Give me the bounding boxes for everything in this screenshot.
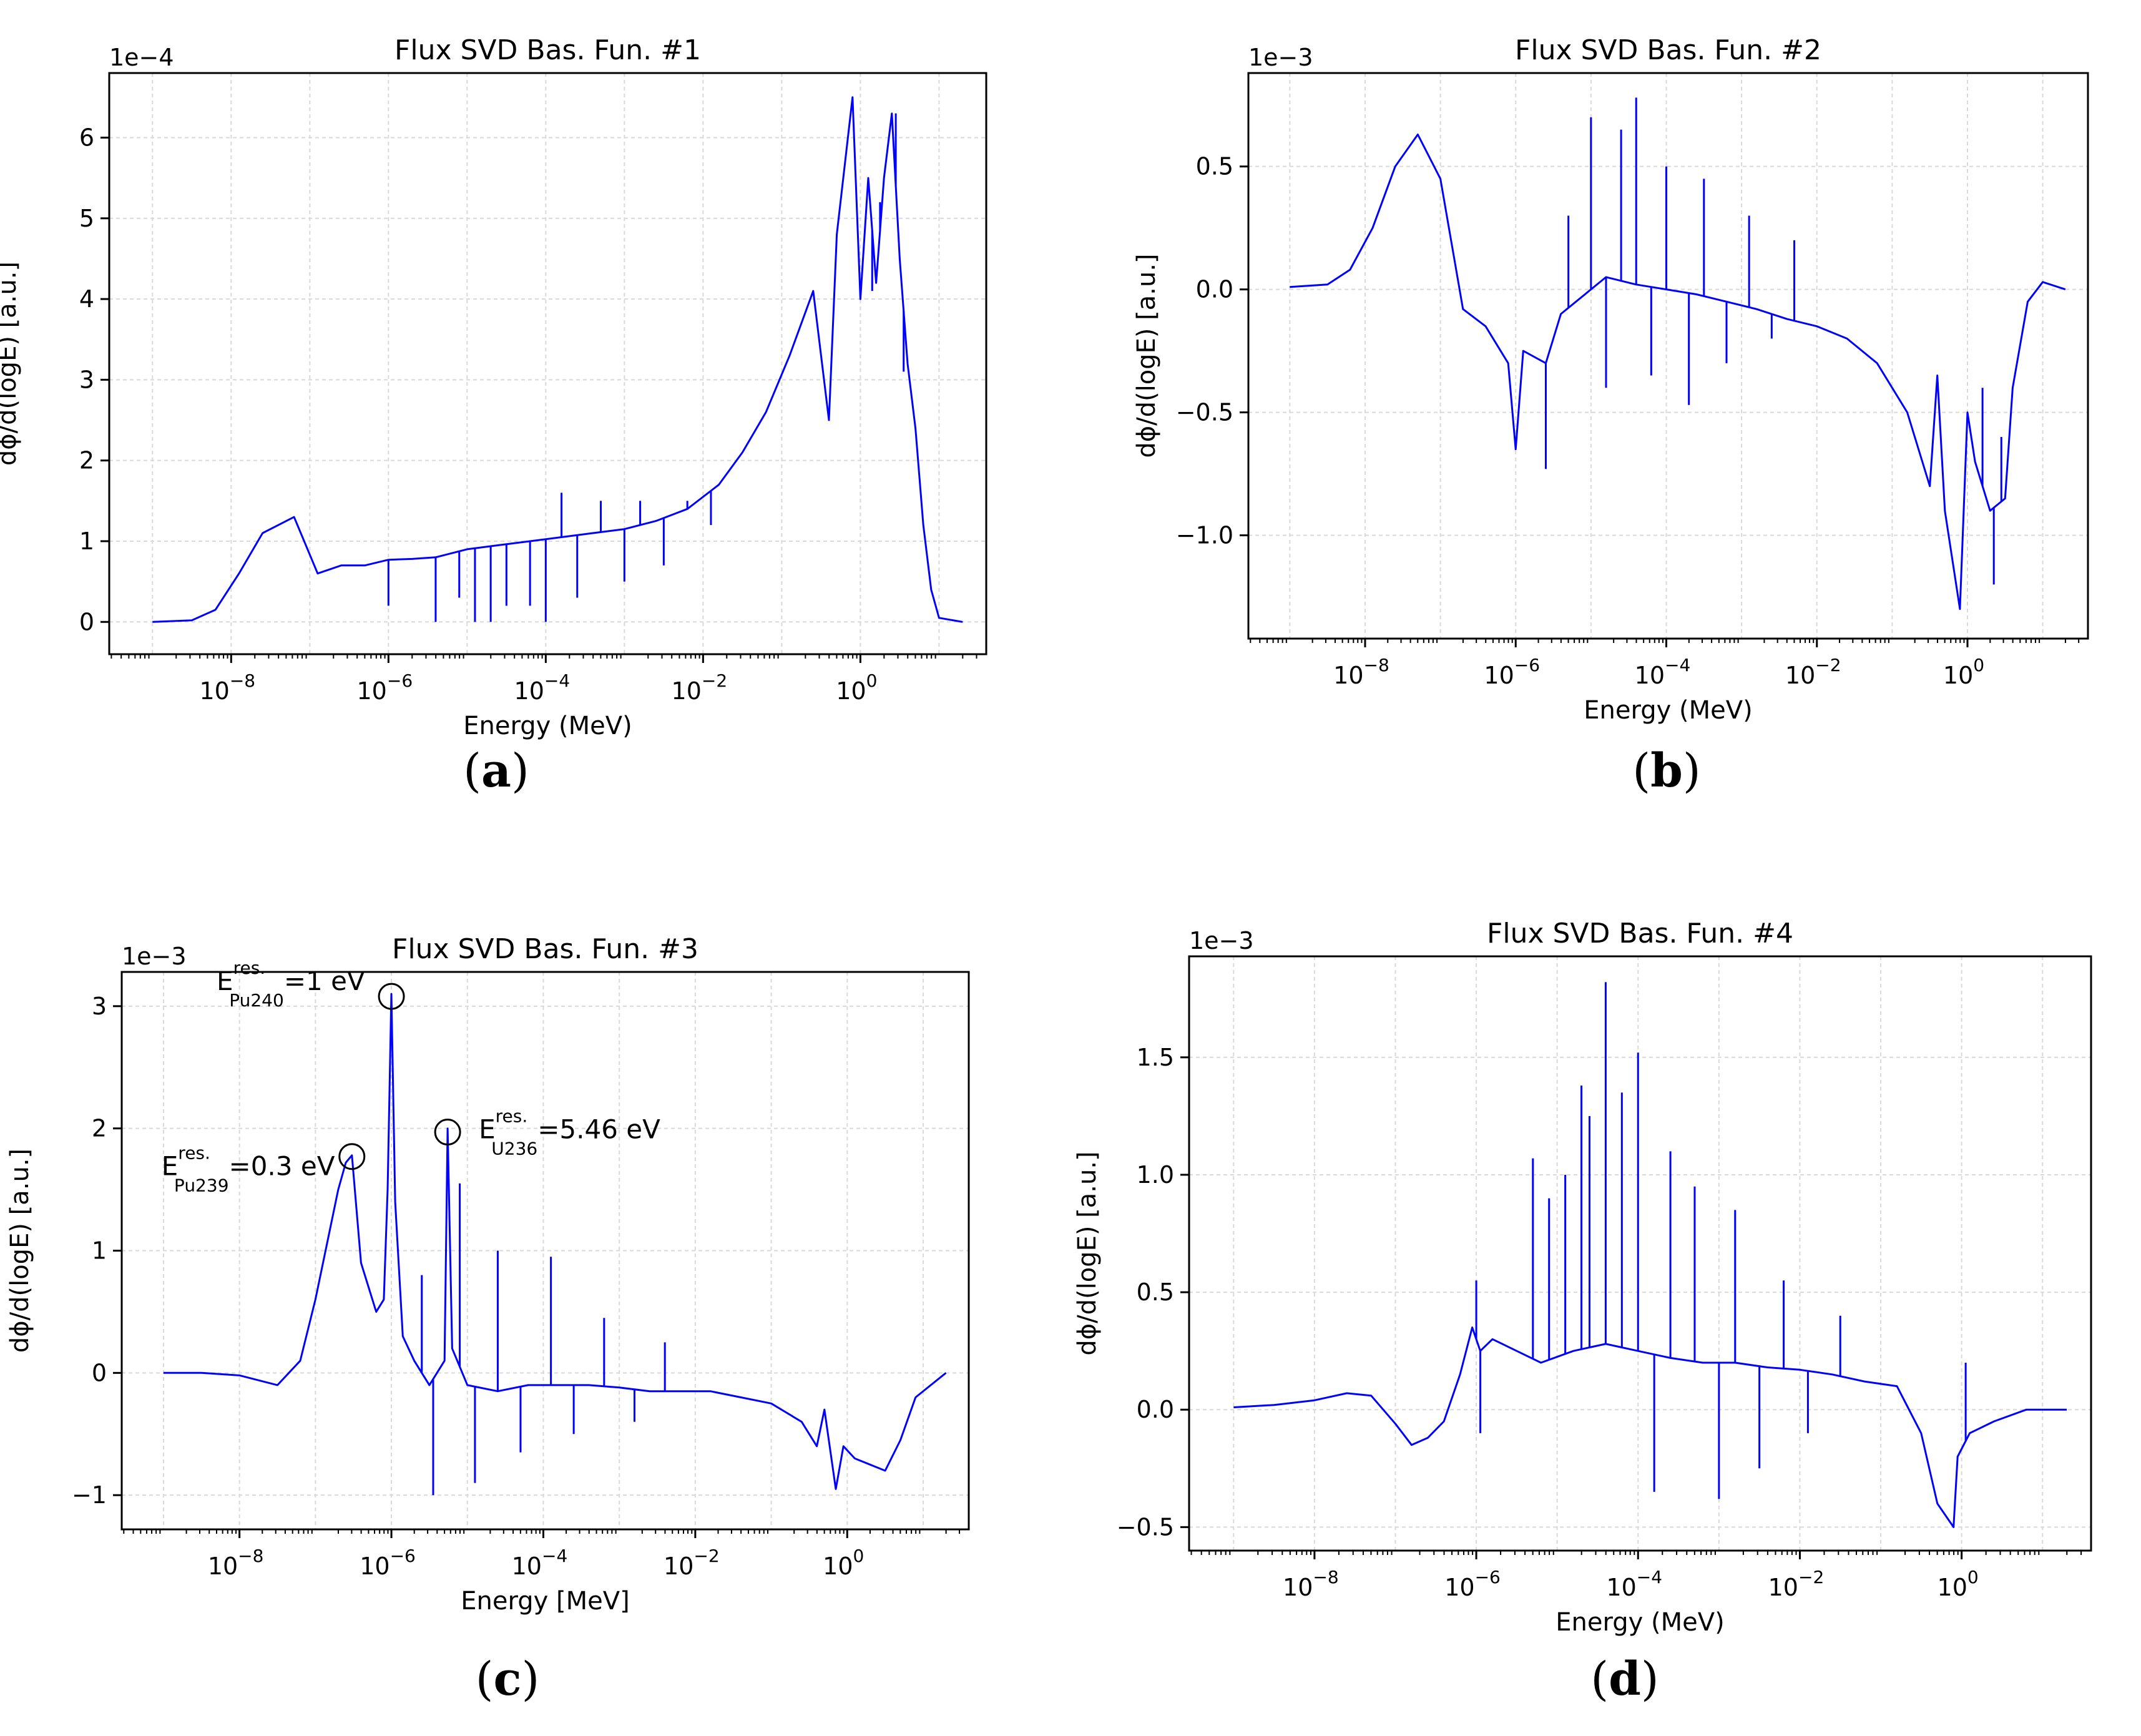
grid xyxy=(1189,956,2091,1551)
series-line xyxy=(1233,1327,2067,1528)
y-tick-label: 0 xyxy=(92,1359,107,1386)
x-tick-label: 10−4 xyxy=(1606,1567,1662,1601)
y-tick-label: 3 xyxy=(79,366,94,393)
x-tick-label: 100 xyxy=(836,670,877,705)
y-multiplier: 1e−4 xyxy=(109,44,174,71)
chart-panel-a: 10−8 10−6 10−4 10−2 100 0 1 2 3 4 5 6 1e−4 Flux SVD B… xyxy=(0,34,987,798)
x-tick-label: 100 xyxy=(1938,1567,1979,1601)
x-tick-label: 10−2 xyxy=(1785,655,1841,689)
x-tick-label: 10−8 xyxy=(1283,1567,1339,1601)
y-multiplier: 1e−3 xyxy=(122,943,187,970)
y-tick-label: 5 xyxy=(79,205,94,232)
x-tick-label: 10−8 xyxy=(208,1546,264,1580)
y-tick-label: 3 xyxy=(92,993,107,1020)
y-tick-label: −1 xyxy=(72,1481,107,1509)
x-tick-label: 100 xyxy=(823,1546,864,1580)
resonance-label: Eres. U236=5.46 eV xyxy=(479,1106,660,1159)
series-line xyxy=(152,96,963,623)
y-tick-label: 2 xyxy=(92,1115,107,1142)
x-tick-label: 10−6 xyxy=(360,1546,416,1580)
y-tick-label: 6 xyxy=(79,124,94,151)
y-tick-label: 1.5 xyxy=(1137,1044,1174,1071)
y-tick-label: −0.5 xyxy=(1176,399,1233,426)
x-tick-label: 10−6 xyxy=(357,670,413,705)
chart-title: Flux SVD Bas. Fun. #3 xyxy=(392,933,698,965)
chart-title: Flux SVD Bas. Fun. #1 xyxy=(394,34,701,66)
x-tick-label: 10−8 xyxy=(199,670,255,705)
panel-label: (c) xyxy=(476,1652,540,1706)
y-tick-label: 1.0 xyxy=(1137,1161,1174,1189)
x-tick-label: 100 xyxy=(1943,655,1984,689)
y-axis-label: dϕ/d(logE) [a.u.] xyxy=(6,1149,34,1353)
resonance-marker xyxy=(338,1143,366,1170)
x-tick-label: 10−2 xyxy=(664,1546,720,1580)
panel-label: (b) xyxy=(1632,744,1701,798)
y-tick-label: 2 xyxy=(79,447,94,474)
x-tick-label: 10−2 xyxy=(672,670,728,705)
x-axis-label: Energy (MeV) xyxy=(1584,696,1752,725)
x-tick-label: 10−6 xyxy=(1444,1567,1501,1601)
axes-frame xyxy=(108,72,987,655)
resonance-marker xyxy=(378,983,405,1010)
x-tick-label: 10−8 xyxy=(1333,655,1389,689)
y-axis-label: dϕ/d(logE) [a.u.] xyxy=(0,262,22,466)
series-line xyxy=(1290,134,2066,611)
resonance-marker xyxy=(434,1119,461,1146)
resonance-label: Eres. Pu239=0.3 eV xyxy=(162,1143,335,1196)
x-tick-label: 10−6 xyxy=(1484,655,1540,689)
x-tick-label: 10−2 xyxy=(1768,1567,1825,1601)
y-multiplier: 1e−3 xyxy=(1189,927,1254,954)
chart-panel-b: 10−8 10−6 10−4 10−2 100 −1.0 −0.5 0.0 0.5 1e−3 Flu… xyxy=(1132,34,2089,798)
series-line xyxy=(163,993,947,1490)
y-tick-label: 0.5 xyxy=(1196,153,1233,180)
resonance-label: Eres. Pu240=1 eV xyxy=(217,958,365,1011)
x-axis-label: Energy (MeV) xyxy=(463,712,632,740)
y-tick-label: 1 xyxy=(79,527,94,555)
y-tick-label: 4 xyxy=(79,285,94,313)
chart-title: Flux SVD Bas. Fun. #2 xyxy=(1515,34,1821,66)
y-tick-label: 0.5 xyxy=(1137,1278,1174,1306)
x-tick-label: 10−4 xyxy=(512,1546,568,1580)
axes-frame xyxy=(1247,72,2089,640)
x-tick-label: 10−4 xyxy=(1635,655,1691,689)
y-tick-label: 0.0 xyxy=(1196,276,1233,303)
y-tick-label: 0 xyxy=(79,608,94,635)
y-axis-label: dϕ/d(logE) [a.u.] xyxy=(1073,1151,1102,1355)
axes-frame xyxy=(1188,955,2092,1552)
panel-label: (d) xyxy=(1590,1652,1659,1706)
chart-panel-c: 10−8 10−6 10−4 10−2 100 −1 0 1 2 3 1e−3 Flux SVD Ba… xyxy=(6,933,970,1706)
grid xyxy=(122,972,969,1529)
y-tick-label: −0.5 xyxy=(1117,1513,1174,1541)
panel-label: (a) xyxy=(463,744,529,798)
grid xyxy=(109,73,986,654)
chart-title: Flux SVD Bas. Fun. #4 xyxy=(1487,918,1793,949)
y-axis-label: dϕ/d(logE) [a.u.] xyxy=(1132,253,1161,458)
x-tick-label: 10−4 xyxy=(514,670,571,705)
y-tick-label: 1 xyxy=(92,1237,107,1265)
chart-panel-d: 10−8 10−6 10−4 10−2 100 −0.5 0.0 0.5 1.0 1.5 1e−3 F… xyxy=(1073,918,2092,1706)
x-axis-label: Energy (MeV) xyxy=(1556,1608,1724,1637)
y-multiplier: 1e−3 xyxy=(1248,44,1313,71)
y-tick-label: −1.0 xyxy=(1176,522,1233,549)
x-axis-label: Energy [MeV] xyxy=(461,1587,629,1616)
y-tick-label: 0.0 xyxy=(1137,1396,1174,1423)
